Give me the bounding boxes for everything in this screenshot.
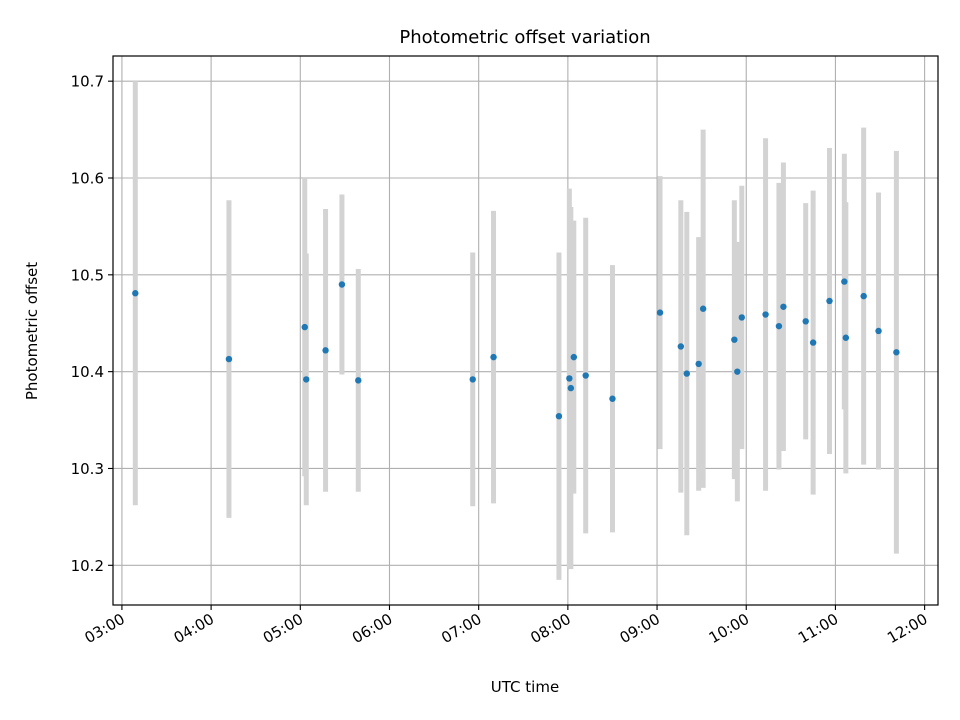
y-tick-label: 10.5 (71, 266, 104, 284)
plot-frame (112, 55, 939, 606)
data-point (322, 347, 329, 354)
grid (113, 56, 938, 605)
y-axis-label: Photometric offset (23, 262, 41, 400)
data-point (355, 377, 362, 384)
x-tick-label: 07:00 (438, 610, 484, 647)
data-point (841, 278, 848, 285)
x-tick-label: 10:00 (706, 610, 752, 647)
data-point (303, 376, 310, 383)
data-point (775, 322, 783, 330)
x-tick-label: 09:00 (617, 610, 663, 647)
x-tick-label: 11:00 (795, 610, 841, 647)
data-point (656, 309, 664, 316)
chart-title: Photometric offset variation (399, 27, 650, 48)
data-point (699, 305, 707, 312)
data-point (893, 349, 900, 356)
data-point (738, 314, 745, 321)
x-tick-label: 12:00 (884, 610, 930, 647)
data-point (860, 292, 867, 300)
data-point (555, 412, 563, 420)
data-point (802, 318, 809, 325)
data-point (338, 281, 346, 288)
x-tick-label: 03:00 (81, 610, 127, 647)
data-point (875, 327, 882, 335)
y-axis: 10.2 10.3 10.4 10.5 10.6 10.7 (71, 73, 113, 575)
data-point (301, 323, 308, 331)
data-point (677, 343, 685, 350)
data-point (780, 303, 787, 310)
y-tick-label: 10.3 (71, 460, 104, 478)
x-tick-label: 08:00 (527, 610, 573, 647)
data-point (225, 355, 233, 363)
data-point (809, 339, 817, 346)
x-tick-label: 05:00 (260, 610, 306, 647)
x-tick-label: 06:00 (349, 610, 395, 647)
data-point (469, 376, 476, 383)
data-point (683, 370, 690, 377)
data-point (567, 384, 575, 392)
x-axis-label: UTC time (491, 678, 559, 696)
data-points (132, 278, 900, 420)
data-point (695, 360, 702, 368)
y-tick-label: 10.6 (71, 170, 104, 188)
data-point (490, 353, 497, 361)
data-point (762, 311, 769, 318)
y-tick-label: 10.7 (71, 73, 104, 91)
x-tick-label: 04:00 (171, 610, 217, 647)
data-point (132, 290, 139, 297)
data-point (570, 353, 578, 361)
x-axis: 03:00 04:00 05:00 06:00 07:00 08:00 09:00 10:00… (81, 605, 931, 647)
data-point (842, 334, 850, 341)
data-point (731, 336, 738, 343)
y-tick-label: 10.4 (71, 363, 104, 381)
data-point (734, 368, 741, 375)
data-point (609, 395, 616, 402)
data-point (826, 297, 833, 305)
data-point (566, 375, 573, 382)
y-tick-label: 10.2 (71, 557, 104, 575)
plot-area (113, 56, 938, 605)
data-point (582, 372, 589, 379)
